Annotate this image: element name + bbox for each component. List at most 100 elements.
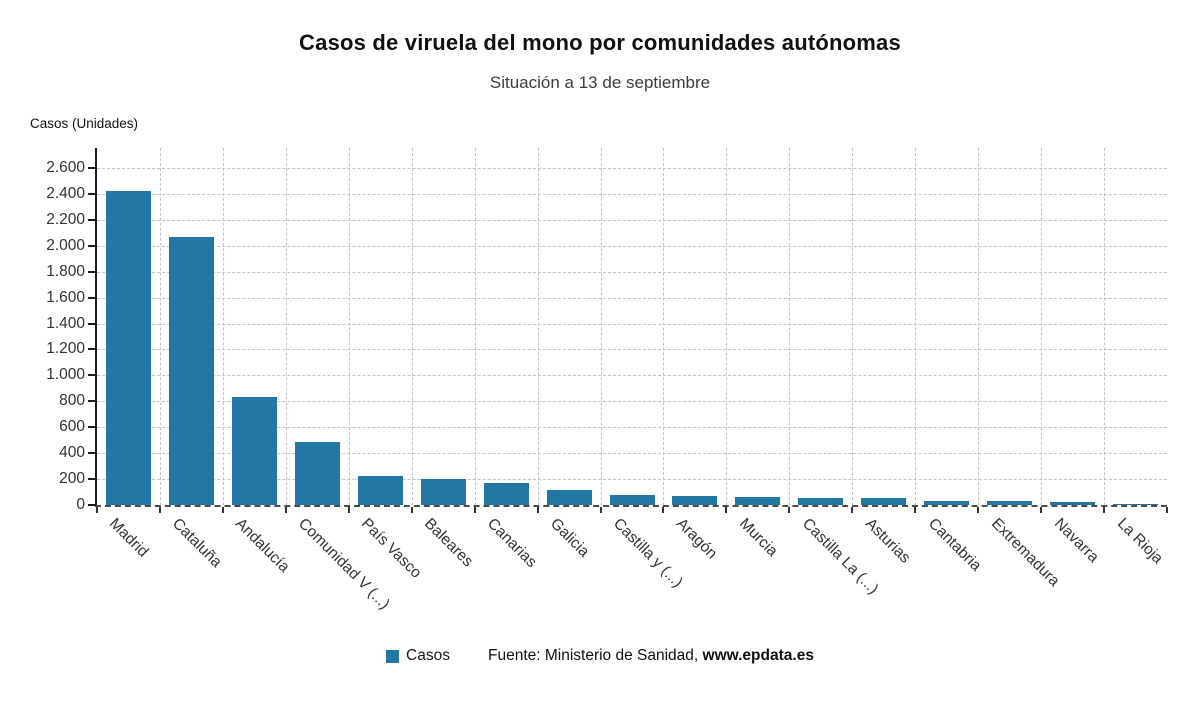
- y-tick-label: 2.000: [46, 236, 85, 254]
- x-axis-tick: [788, 507, 791, 513]
- legend-swatch-icon: [386, 649, 400, 663]
- chart-title: Casos de viruela del mono por comunidade…: [299, 30, 901, 55]
- y-axis-tick: [88, 244, 95, 247]
- vertical-gridline: [978, 148, 980, 505]
- horizontal-gridline: [97, 401, 1167, 403]
- x-axis-tick: [1040, 507, 1043, 513]
- x-tick-label: Cantabria: [924, 515, 985, 575]
- bar: [231, 397, 277, 505]
- horizontal-gridline: [97, 245, 1167, 247]
- y-tick-label: 400: [59, 444, 85, 462]
- y-axis-tick: [88, 348, 95, 351]
- x-axis-tick: [725, 507, 728, 513]
- x-axis-tick: [536, 507, 539, 513]
- x-axis-tick: [158, 507, 161, 513]
- y-axis-tick: [88, 374, 95, 377]
- y-axis-tick: [88, 452, 95, 455]
- y-axis-tick: [88, 270, 95, 273]
- y-axis-tick: [88, 192, 95, 195]
- x-tick-label: Navarra: [1050, 515, 1102, 567]
- horizontal-gridline: [97, 323, 1167, 325]
- chart-footer: Casos Fuente: Ministerio de Sanidad, www…: [0, 647, 1200, 665]
- vertical-gridline: [348, 148, 350, 505]
- vertical-gridline: [285, 148, 287, 505]
- x-axis-tick: [1166, 507, 1168, 513]
- y-tick-label: 0: [76, 496, 85, 513]
- x-axis-tick: [284, 507, 287, 513]
- x-axis-tick: [221, 507, 224, 513]
- horizontal-gridline: [97, 427, 1167, 429]
- bar: [672, 495, 718, 505]
- x-tick-label: Asturias: [861, 515, 914, 567]
- bar: [924, 500, 970, 505]
- bar: [1113, 503, 1159, 505]
- horizontal-gridline: [97, 349, 1167, 351]
- x-tick-label: Andalucía: [232, 515, 294, 576]
- bar: [105, 191, 151, 505]
- bar: [294, 441, 340, 505]
- vertical-gridline: [789, 148, 791, 505]
- y-axis-tick: [88, 504, 95, 506]
- bar: [861, 497, 907, 505]
- y-axis-tick: [88, 426, 95, 429]
- y-tick-label: 1.800: [46, 262, 85, 280]
- x-axis-tick: [662, 507, 665, 513]
- bar: [357, 475, 403, 505]
- y-tick-label: 2.600: [46, 159, 85, 176]
- x-axis-tick: [914, 507, 917, 513]
- x-tick-label: Cataluña: [169, 515, 226, 571]
- y-axis-tick: [88, 167, 95, 169]
- bar: [420, 478, 466, 505]
- vertical-gridline: [1104, 148, 1106, 505]
- vertical-gridline: [726, 148, 728, 505]
- bar: [987, 501, 1033, 505]
- y-tick-label: 1.600: [46, 288, 85, 306]
- horizontal-gridline: [97, 219, 1167, 221]
- bar: [1050, 502, 1096, 505]
- y-axis-tick: [88, 478, 95, 481]
- y-axis-title: Casos (Unidades): [30, 116, 139, 131]
- x-tick-label: Murcia: [735, 515, 781, 560]
- x-tick-label: Aragón: [672, 515, 721, 563]
- x-axis-tick: [96, 507, 98, 513]
- bar: [735, 496, 781, 505]
- vertical-gridline: [600, 148, 602, 505]
- vertical-gridline: [222, 148, 224, 505]
- horizontal-gridline: [97, 193, 1167, 195]
- y-tick-label: 2.200: [46, 210, 85, 228]
- y-tick-label: 800: [59, 392, 85, 410]
- source-text: Fuente: Ministerio de Sanidad, www.epdat…: [488, 647, 814, 665]
- y-tick-label: 600: [59, 418, 85, 436]
- x-tick-label: País Vasco: [358, 515, 425, 582]
- y-axis-tick: [88, 322, 95, 325]
- bar: [798, 497, 844, 505]
- x-tick-label: Canarias: [484, 515, 540, 571]
- x-tick-label: Baleares: [421, 515, 477, 571]
- x-axis-tick: [851, 507, 854, 513]
- source-prefix: Fuente: Ministerio de Sanidad,: [487, 647, 703, 664]
- y-tick-label: 2.400: [46, 184, 85, 202]
- x-tick-label: La Rioja: [1113, 515, 1166, 568]
- x-tick-label: Madrid: [106, 515, 152, 561]
- x-axis-tick: [977, 507, 980, 513]
- vertical-gridline: [474, 148, 476, 505]
- source-site: www.epdata.es: [702, 647, 814, 664]
- horizontal-gridline: [97, 297, 1167, 299]
- legend-label: Casos: [406, 647, 450, 664]
- plot-area: 0 200 400 600 800 1.000 1.200 1.400 1.600 1.800 2.…: [46, 148, 1168, 613]
- x-axis-tick: [1103, 507, 1106, 513]
- y-axis-tick: [88, 218, 95, 221]
- horizontal-gridline: [97, 453, 1167, 455]
- x-axis-tick: [473, 507, 476, 513]
- bar: [546, 490, 592, 505]
- horizontal-gridline: [97, 271, 1167, 273]
- horizontal-gridline: [97, 479, 1167, 481]
- vertical-gridline: [1041, 148, 1043, 505]
- x-axis-tick: [599, 507, 602, 513]
- vertical-gridline: [915, 148, 917, 505]
- y-axis-tick: [88, 296, 95, 299]
- vertical-gridline: [852, 148, 854, 505]
- bar: [609, 494, 655, 505]
- y-tick-label: 1.000: [46, 366, 85, 384]
- bar: [483, 483, 529, 505]
